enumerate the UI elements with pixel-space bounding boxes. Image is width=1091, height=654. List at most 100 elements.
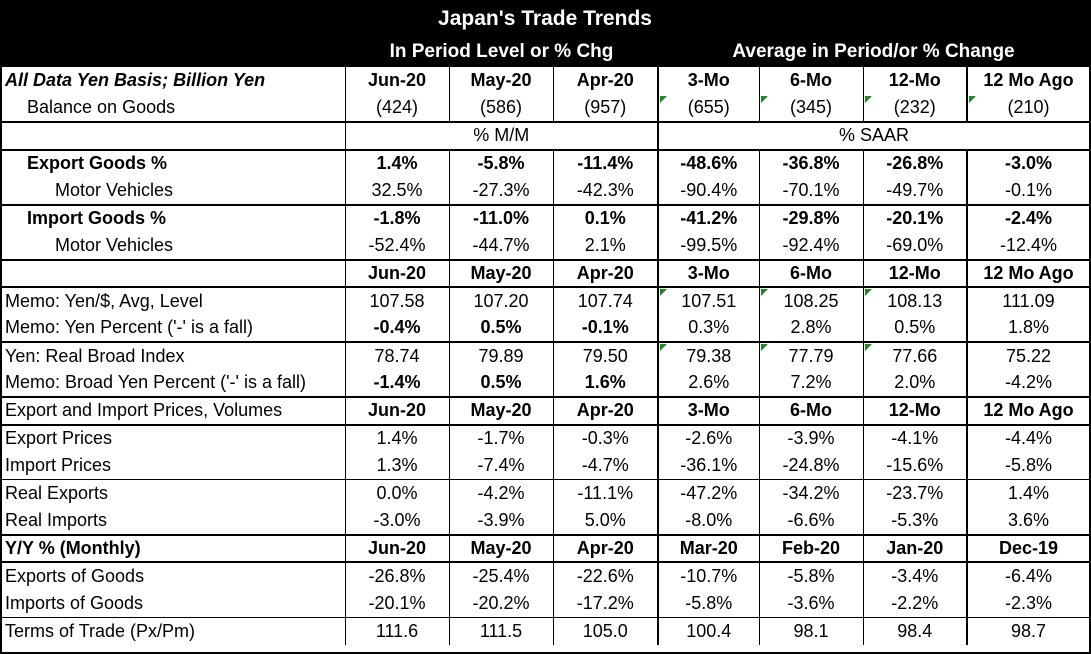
table-cell: -52.4% — [344, 232, 449, 260]
table-cell: -1.8% — [344, 203, 449, 232]
table-cell: -7.4% — [448, 452, 553, 480]
table-cell: -4.4% — [966, 423, 1089, 452]
col-header: Apr-20 — [552, 67, 658, 95]
table-cell: -3.0% — [966, 148, 1089, 177]
table-cell: -1.4% — [344, 369, 449, 397]
table-cell: -26.8% — [862, 148, 967, 177]
table-cell: -6.4% — [966, 561, 1089, 590]
table-cell: -4.2% — [966, 369, 1089, 397]
row-label — [1, 121, 345, 150]
table-cell: 108.13 — [862, 286, 967, 315]
row-label: Export and Import Prices, Volumes — [1, 396, 345, 425]
table-row: Imports of Goods -20.1% -20.2% -17.2% -5… — [1, 589, 1089, 617]
table-cell: -11.4% — [552, 148, 658, 177]
table-cell: -23.7% — [862, 479, 967, 507]
table-row: Y/Y % (Monthly) Jun-20 May-20 Apr-20 Mar… — [1, 533, 1089, 562]
row-label: Imports of Goods — [5, 592, 144, 613]
table-cell: -6.6% — [758, 507, 863, 535]
table-cell: 107.51 — [657, 286, 759, 315]
table-cell: 1.8% — [966, 314, 1089, 342]
table-cell: (424) — [344, 94, 449, 122]
row-label: Balance on Goods — [27, 97, 176, 118]
table-cell: -27.3% — [448, 177, 553, 205]
table-cell: (957) — [552, 94, 658, 122]
table-row: Export Prices 1.4% -1.7% -0.3% -2.6% -3.… — [1, 423, 1089, 452]
table-cell: -12.4% — [966, 232, 1089, 260]
trade-table: All Data Yen Basis; Billion Yen Jun-20 M… — [1, 67, 1089, 645]
table-cell: 79.50 — [552, 341, 658, 370]
col-header: 6-Mo — [758, 258, 863, 287]
table-cell: 107.20 — [448, 286, 553, 315]
table-cell: -36.8% — [758, 148, 863, 177]
table-cell: -22.6% — [552, 561, 658, 590]
row-label: Real Exports — [1, 479, 345, 507]
table-cell: (586) — [448, 94, 553, 122]
table-cell: 98.7 — [966, 616, 1089, 645]
table-cell: -20.1% — [344, 589, 449, 617]
table-row: Memo: Yen/$, Avg, Level 107.58 107.20 10… — [1, 286, 1089, 315]
row-label: All Data Yen Basis; Billion Yen — [5, 70, 266, 91]
table-cell: -3.9% — [758, 423, 863, 452]
table-cell: (210) — [966, 94, 1089, 122]
table-cell: -3.4% — [862, 561, 967, 590]
table-cell: 0.3% — [657, 314, 759, 342]
table-cell: 1.4% — [344, 148, 449, 177]
table-cell: 107.74 — [552, 286, 658, 315]
table-cell: -5.8% — [448, 148, 553, 177]
col-header: 12-Mo — [862, 67, 967, 95]
col-header: Jun-20 — [344, 396, 449, 425]
table-cell: -25.4% — [448, 561, 553, 590]
table-cell: -36.1% — [657, 452, 759, 480]
col-header: 3-Mo — [657, 258, 759, 287]
table-cell: 0.5% — [448, 369, 553, 397]
table-cell: 2.8% — [758, 314, 863, 342]
table-cell: -4.2% — [448, 479, 553, 507]
row-label: Export Prices — [1, 423, 345, 452]
col-header: 6-Mo — [758, 396, 863, 425]
table-cell: 3.6% — [966, 507, 1089, 535]
row-label: Exports of Goods — [1, 561, 345, 590]
col-header: Jun-20 — [344, 533, 449, 562]
table-cell: 107.58 — [344, 286, 449, 315]
table-cell: -3.9% — [448, 507, 553, 535]
col-header: 6-Mo — [758, 67, 863, 95]
table-cell: -11.1% — [552, 479, 658, 507]
row-label: Y/Y % (Monthly) — [1, 533, 345, 562]
table-title: Japan's Trade Trends — [1, 1, 1089, 36]
table-cell: 100.4 — [657, 616, 759, 645]
table-cell: -90.4% — [657, 177, 759, 205]
table-row: Memo: Broad Yen Percent ('-' is a fall) … — [1, 369, 1089, 397]
table-cell: 7.2% — [758, 369, 863, 397]
table-cell: -70.1% — [758, 177, 863, 205]
table-cell: -11.0% — [448, 203, 553, 232]
table-cell: 98.1 — [758, 616, 863, 645]
table-cell: (232) — [862, 94, 967, 122]
table-cell: 1.3% — [344, 452, 449, 480]
table-cell: -26.8% — [344, 561, 449, 590]
col-header: 12-Mo — [862, 396, 967, 425]
table-row: Yen: Real Broad Index 78.74 79.89 79.50 … — [1, 341, 1089, 370]
table-cell: -34.2% — [758, 479, 863, 507]
col-header: Jan-20 — [862, 533, 967, 562]
table-cell: -0.4% — [344, 314, 449, 342]
table-cell: 78.74 — [344, 341, 449, 370]
table-row: Balance on Goods (424) (586) (957) (655)… — [1, 94, 1089, 122]
subheader-in-period: In Period Level or % Chg — [345, 36, 658, 67]
table-cell: -4.1% — [862, 423, 967, 452]
table-row: Real Imports -3.0% -3.9% 5.0% -8.0% -6.6… — [1, 507, 1089, 535]
col-header: May-20 — [448, 396, 553, 425]
table-cell: 79.89 — [448, 341, 553, 370]
table-cell: 0.5% — [448, 314, 553, 342]
table-cell: 111.09 — [966, 286, 1089, 315]
table-cell: -0.3% — [552, 423, 658, 452]
row-label: Terms of Trade (Px/Pm) — [1, 616, 345, 645]
col-header: Mar-20 — [657, 533, 759, 562]
table-cell: 111.5 — [448, 616, 553, 645]
table-cell: -49.7% — [862, 177, 967, 205]
table-cell: 79.38 — [657, 341, 759, 370]
table-cell: 105.0 — [552, 616, 658, 645]
table-row: Terms of Trade (Px/Pm) 111.6 111.5 105.0… — [1, 616, 1089, 645]
table-cell: 1.4% — [344, 423, 449, 452]
unit-label-mm: % M/M — [344, 121, 658, 150]
